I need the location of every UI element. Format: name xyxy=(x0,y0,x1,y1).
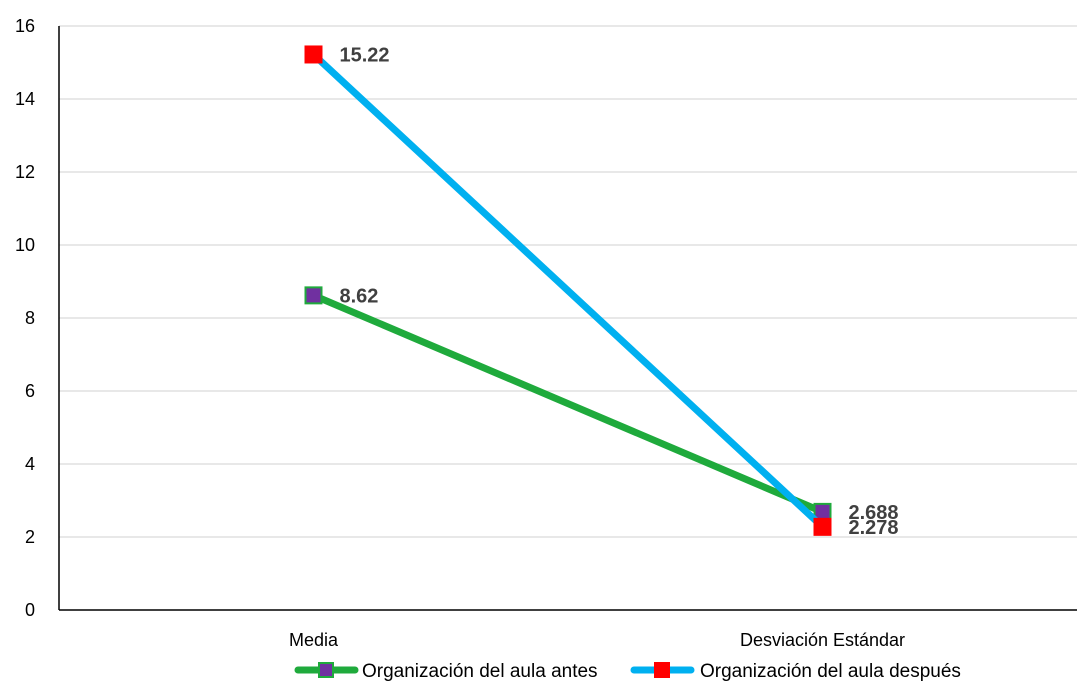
x-axis-category-labels: Media Desviación Estándar xyxy=(289,630,905,650)
y-tick-label: 2 xyxy=(25,527,35,547)
series-1-marker xyxy=(304,286,323,305)
y-tick-label: 12 xyxy=(15,162,35,182)
legend-marker-2 xyxy=(654,662,670,678)
data-label: 2.688 xyxy=(849,502,899,524)
y-axis-tick-labels: 0 2 4 6 8 10 12 14 16 xyxy=(15,16,35,620)
data-labels: 8.62 2.688 15.22 2.278 xyxy=(340,44,899,538)
series-line-1 xyxy=(310,291,826,516)
data-label: 15.22 xyxy=(340,44,390,66)
legend: Organización del aula antes Organización … xyxy=(294,661,961,682)
y-tick-label: 6 xyxy=(25,381,35,401)
data-label: 8.62 xyxy=(340,285,379,307)
y-tick-label: 0 xyxy=(25,600,35,620)
legend-label: Organización del aula antes xyxy=(362,661,598,682)
x-category-label: Media xyxy=(289,630,339,650)
y-tick-label: 4 xyxy=(25,454,35,474)
legend-label: Organización del aula después xyxy=(700,661,961,682)
data-label: 2.278 xyxy=(849,517,899,539)
grid-lines xyxy=(59,25,1077,538)
y-tick-label: 10 xyxy=(15,235,35,255)
series-group xyxy=(304,45,832,536)
series-2-marker xyxy=(813,517,832,536)
x-category-label: Desviación Estándar xyxy=(740,630,905,650)
series-line-2 xyxy=(310,50,826,531)
y-tick-label: 8 xyxy=(25,308,35,328)
y-tick-label: 16 xyxy=(15,16,35,36)
y-tick-label: 14 xyxy=(15,89,35,109)
legend-marker-1 xyxy=(318,662,334,678)
series-2-marker xyxy=(304,45,323,64)
